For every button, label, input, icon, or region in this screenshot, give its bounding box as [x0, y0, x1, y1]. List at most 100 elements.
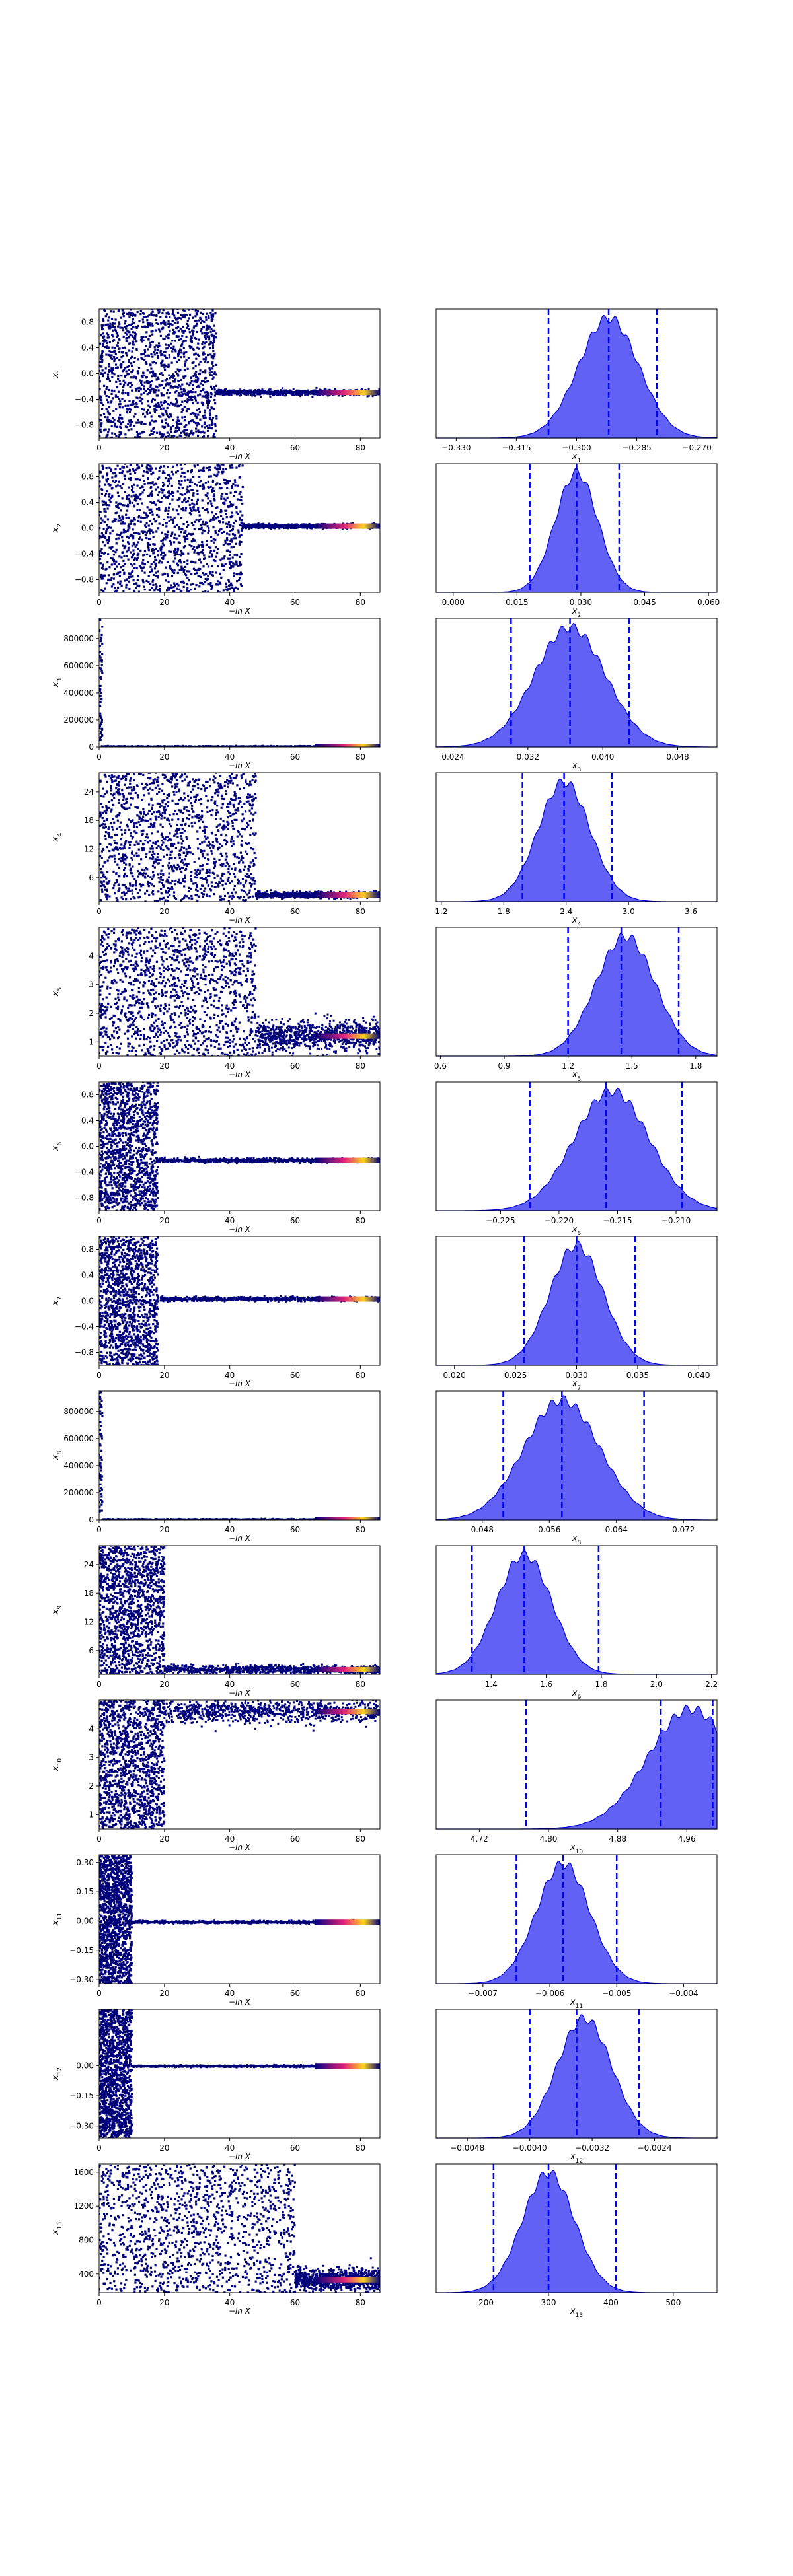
trace-xtick-label: 20 [159, 443, 169, 452]
trace-ytick-label: −0.8 [75, 1194, 94, 1203]
trace-panel-7: 0 20 40 60 80 0.8 0.4 0.0 −0.4 −0.8 −ln X x7 [51, 1236, 381, 1388]
posterior-xtick-label: −0.215 [603, 1216, 632, 1225]
trace-ylabel: x6 [51, 1142, 63, 1152]
trace-xtick-label: 60 [290, 443, 300, 452]
posterior-xtick-label: 4.80 [540, 1834, 558, 1843]
posterior-xtick-label: −0.0032 [575, 2143, 609, 2153]
trace-xtick-label: 0 [96, 907, 102, 916]
posterior-mass-highlight [315, 1517, 380, 1520]
posterior-xlabel: x9 [572, 1688, 582, 1701]
trace-ytick-label: 0.4 [81, 1116, 94, 1126]
trace-ylabel: x2 [51, 524, 63, 533]
trace-xlabel: −ln X [229, 1379, 251, 1388]
trace-ytick-label: −0.15 [69, 1946, 94, 1955]
trace-points [99, 1546, 380, 1674]
trace-panel-6: 0 20 40 60 80 0.8 0.4 0.0 −0.4 −0.8 −ln X x6 [51, 1081, 381, 1234]
trace-axes-frame [98, 1854, 381, 1984]
trace-xtick-label: 40 [225, 1989, 235, 1998]
posterior-density [436, 1860, 717, 1984]
trace-xtick-label: 60 [290, 907, 300, 916]
posterior-xtick-label: −0.270 [682, 443, 711, 452]
trace-axes-frame [98, 308, 381, 439]
trace-ytick-label: −0.30 [69, 1975, 94, 1984]
trace-xlabel: −ln X [229, 761, 251, 770]
posterior-xlabel: x4 [572, 915, 582, 928]
trace-ytick-label: 0 [89, 1515, 94, 1524]
trace-xtick-label: 0 [96, 1680, 102, 1689]
trace-ytick-label: 0 [89, 742, 94, 752]
trace-panel-8: 0 20 40 60 80 800000 600000 400000 200000 0 −ln X x… [51, 1390, 381, 1543]
trace-axes-frame [98, 2163, 381, 2293]
trace-xtick-label: 60 [290, 1834, 300, 1843]
posterior-density [436, 1704, 718, 1830]
trace-points [99, 1082, 380, 1211]
trace-xtick-label: 0 [96, 2143, 102, 2153]
trace-xtick-label: 80 [356, 1989, 365, 1998]
trace-ylabel: x8 [51, 1451, 63, 1461]
trace-ytick-label: 0.8 [81, 318, 94, 327]
posterior-xtick-label: 0.060 [697, 598, 720, 607]
trace-xtick-label: 20 [159, 907, 169, 916]
posterior-panel-1: −0.330 −0.315 −0.300 −0.285 −0.270 x1 [435, 308, 718, 464]
posterior-axes-frame [435, 1390, 718, 1521]
trace-xtick-label: 0 [96, 752, 102, 762]
posterior-axes-frame [435, 1854, 718, 1984]
posterior-xtick-label: −0.210 [661, 1216, 691, 1225]
trace-ytick-label: 0.8 [81, 1245, 94, 1254]
trace-ytick-label: 600000 [63, 661, 94, 670]
trace-ytick-label: 3 [89, 980, 94, 989]
trace-xtick-label: 40 [225, 1834, 235, 1843]
posterior-mass-highlight [315, 1666, 380, 1672]
trace-ytick-label: 18 [84, 816, 94, 825]
trace-xtick-label: 0 [96, 1834, 102, 1843]
trace-xtick-label: 20 [159, 1525, 169, 1534]
posterior-panel-2: 0.000 0.015 0.030 0.045 0.060 x2 [435, 463, 720, 619]
posterior-xlabel: x8 [572, 1534, 582, 1546]
posterior-xtick-label: 0.020 [443, 1371, 466, 1380]
trace-ytick-label: 4 [89, 1724, 94, 1733]
posterior-xtick-label: 0.040 [591, 752, 614, 762]
posterior-xlabel: x2 [572, 606, 581, 619]
posterior-panel-6: −0.225 −0.220 −0.215 −0.210 x6 [435, 1081, 718, 1237]
trace-panel-13: 0 20 40 60 80 1600 1200 800 400 −ln X x13 [51, 2163, 381, 2316]
posterior-xtick-label: 0.032 [517, 752, 539, 762]
trace-ytick-label: 24 [84, 1560, 94, 1569]
trace-xlabel: −ln X [229, 1070, 251, 1079]
trace-ylabel: x3 [51, 678, 63, 688]
posterior-mass-highlight [315, 1033, 380, 1039]
trace-xlabel: −ln X [229, 1534, 251, 1543]
trace-ytick-label: 1200 [73, 2201, 94, 2211]
trace-panel-1: 0 20 40 60 80 0.8 0.4 0.0 −0.4 −0.8 −ln X x1 [51, 308, 381, 461]
trace-ytick-label: 200000 [63, 1488, 94, 1497]
posterior-density [435, 1394, 718, 1521]
posterior-xtick-label: 1.8 [595, 1680, 607, 1689]
trace-ytick-label: 0.15 [76, 1887, 94, 1896]
trace-xtick-label: 20 [159, 1680, 169, 1689]
trace-ytick-label: 0.0 [81, 1297, 94, 1306]
posterior-xlabel: x13 [570, 2307, 583, 2319]
posterior-mass-highlight [315, 892, 380, 898]
trace-ytick-label: 0.0 [81, 369, 94, 378]
trace-ylabel: x11 [51, 1913, 63, 1926]
posterior-panel-13: 200 300 400 500 x13 [435, 2163, 718, 2319]
trace-ytick-label: 0.0 [81, 1142, 94, 1151]
trace-ytick-label: 0.8 [81, 472, 94, 482]
trace-xtick-label: 40 [225, 1680, 235, 1689]
trace-ytick-label: 0.00 [76, 1916, 94, 1925]
posterior-xtick-label: 300 [541, 2298, 556, 2307]
trace-ytick-label: 400000 [63, 688, 94, 698]
trace-ytick-label: 0.8 [81, 1091, 94, 1100]
posterior-mass-highlight [315, 744, 380, 747]
posterior-xlabel: x12 [570, 2152, 583, 2165]
trace-xlabel: −ln X [229, 1225, 251, 1234]
posterior-xlabel: x11 [570, 1997, 583, 2010]
trace-xtick-label: 40 [225, 2143, 235, 2153]
posterior-xtick-label: 1.5 [626, 1061, 638, 1071]
posterior-mass-highlight [315, 1709, 380, 1715]
trace-xtick-label: 80 [356, 907, 365, 916]
posterior-xtick-label: 0.056 [538, 1525, 560, 1534]
posterior-density [435, 622, 718, 748]
trace-xlabel: −ln X [229, 1997, 251, 2007]
posterior-xlabel: x7 [572, 1379, 581, 1392]
